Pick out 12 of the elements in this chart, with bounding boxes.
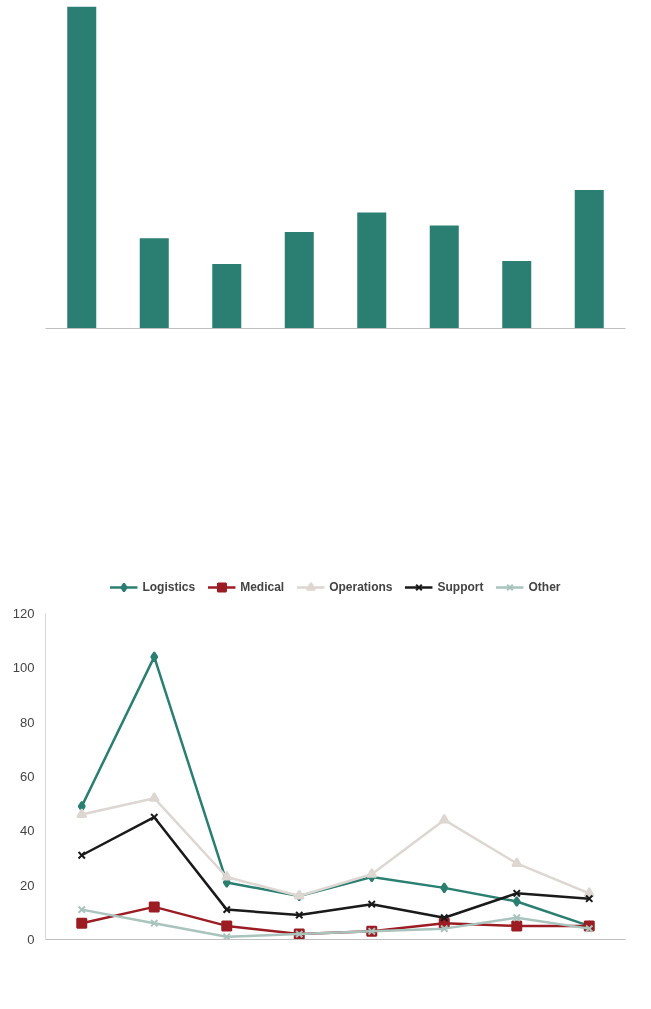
legend-label: Operations bbox=[329, 580, 393, 594]
legend-label: Support bbox=[437, 580, 484, 594]
legend-label: Medical bbox=[240, 580, 285, 594]
y-tick-label: 80 bbox=[20, 714, 35, 730]
y-tick-label: 60 bbox=[20, 768, 35, 784]
y-tick-label: 0 bbox=[27, 932, 35, 947]
y-tick-label: 100 bbox=[12, 660, 35, 676]
y-tick-label: 40 bbox=[20, 823, 35, 839]
legend-label: Logistics bbox=[142, 580, 196, 594]
y-tick-label: 120 bbox=[12, 605, 35, 621]
y-tick-label: 20 bbox=[20, 877, 35, 893]
legend-label: Other bbox=[528, 580, 561, 594]
